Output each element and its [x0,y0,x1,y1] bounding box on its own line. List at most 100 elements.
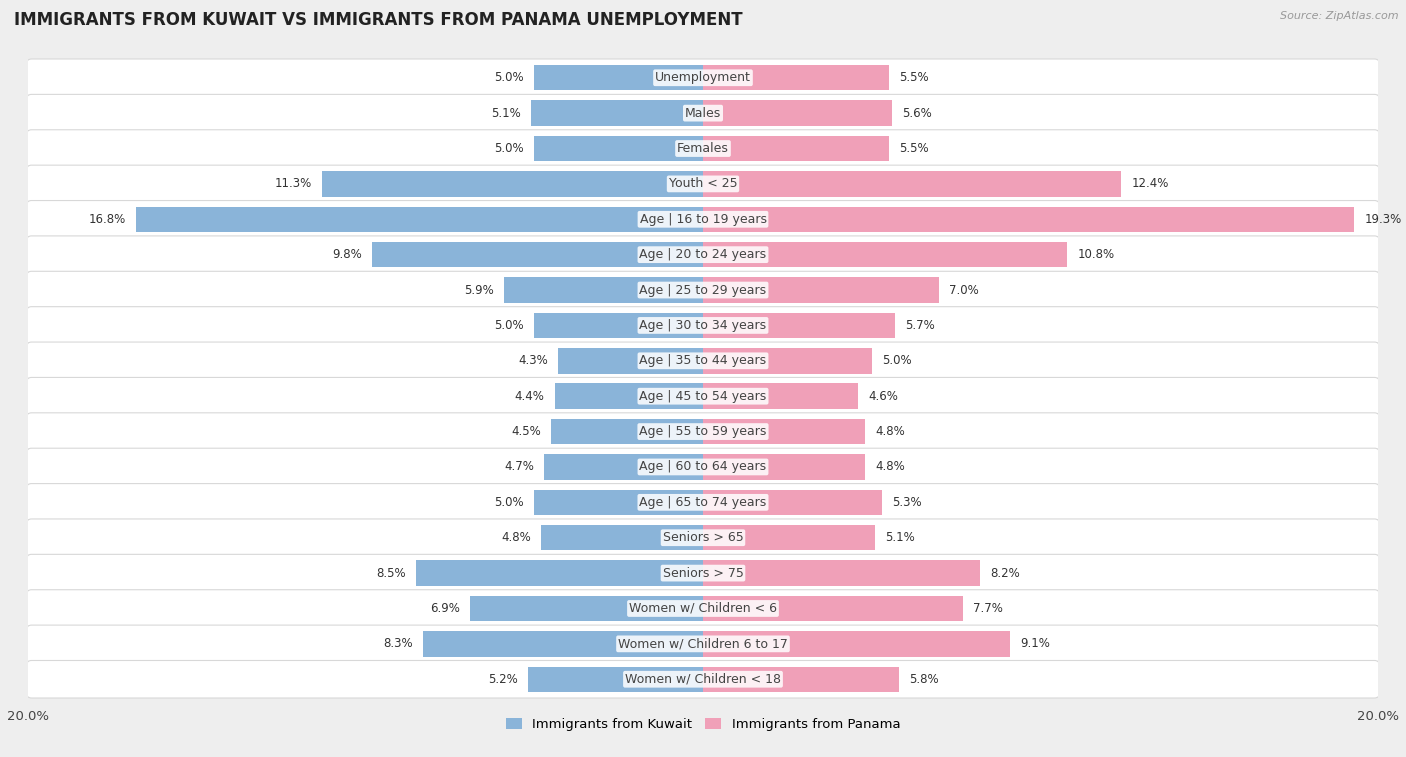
Text: Seniors > 75: Seniors > 75 [662,566,744,580]
Bar [703,560,980,586]
Bar [534,65,703,91]
Text: 5.5%: 5.5% [898,142,928,155]
Text: 5.9%: 5.9% [464,284,494,297]
Text: 10.8%: 10.8% [1077,248,1115,261]
Text: 7.7%: 7.7% [973,602,1002,615]
Bar [703,348,872,373]
Text: 4.7%: 4.7% [505,460,534,473]
Text: Age | 35 to 44 years: Age | 35 to 44 years [640,354,766,367]
Bar [703,596,963,621]
Bar [703,277,939,303]
Text: 5.1%: 5.1% [886,531,915,544]
Text: 16.8%: 16.8% [89,213,127,226]
FancyBboxPatch shape [27,165,1379,203]
Bar [136,207,703,232]
Text: Age | 55 to 59 years: Age | 55 to 59 years [640,425,766,438]
FancyBboxPatch shape [27,448,1379,486]
Text: 5.6%: 5.6% [903,107,932,120]
Text: Age | 16 to 19 years: Age | 16 to 19 years [640,213,766,226]
Bar [703,171,1122,197]
FancyBboxPatch shape [27,95,1379,132]
Bar [703,525,875,550]
Text: 5.0%: 5.0% [495,71,524,84]
Text: 5.0%: 5.0% [495,142,524,155]
Text: 4.4%: 4.4% [515,390,544,403]
Text: Age | 20 to 24 years: Age | 20 to 24 years [640,248,766,261]
Text: 19.3%: 19.3% [1364,213,1402,226]
Text: 8.5%: 8.5% [377,566,406,580]
Text: IMMIGRANTS FROM KUWAIT VS IMMIGRANTS FROM PANAMA UNEMPLOYMENT: IMMIGRANTS FROM KUWAIT VS IMMIGRANTS FRO… [14,11,742,30]
FancyBboxPatch shape [27,625,1379,662]
Bar [470,596,703,621]
Bar [503,277,703,303]
Bar [534,136,703,161]
Bar [558,348,703,373]
Legend: Immigrants from Kuwait, Immigrants from Panama: Immigrants from Kuwait, Immigrants from … [501,713,905,737]
Text: Unemployment: Unemployment [655,71,751,84]
Text: 4.6%: 4.6% [869,390,898,403]
Text: 8.3%: 8.3% [384,637,413,650]
Text: Youth < 25: Youth < 25 [669,177,737,191]
FancyBboxPatch shape [27,378,1379,415]
Text: 4.8%: 4.8% [875,425,905,438]
Text: Age | 30 to 34 years: Age | 30 to 34 years [640,319,766,332]
Bar [373,242,703,267]
Text: Women w/ Children < 18: Women w/ Children < 18 [626,673,780,686]
Text: 4.5%: 4.5% [512,425,541,438]
Bar [703,207,1354,232]
Text: Source: ZipAtlas.com: Source: ZipAtlas.com [1281,11,1399,21]
Bar [527,666,703,692]
Text: Age | 25 to 29 years: Age | 25 to 29 years [640,284,766,297]
Bar [534,490,703,515]
Text: 9.8%: 9.8% [332,248,363,261]
Text: 5.2%: 5.2% [488,673,517,686]
Bar [544,454,703,480]
Text: 5.0%: 5.0% [495,319,524,332]
Text: Age | 45 to 54 years: Age | 45 to 54 years [640,390,766,403]
Text: 4.3%: 4.3% [517,354,548,367]
Bar [703,313,896,338]
Bar [534,313,703,338]
Text: Women w/ Children < 6: Women w/ Children < 6 [628,602,778,615]
Bar [703,65,889,91]
Text: 9.1%: 9.1% [1021,637,1050,650]
Text: Age | 60 to 64 years: Age | 60 to 64 years [640,460,766,473]
Text: 5.5%: 5.5% [898,71,928,84]
Text: Women w/ Children 6 to 17: Women w/ Children 6 to 17 [619,637,787,650]
Bar [703,666,898,692]
Text: 4.8%: 4.8% [875,460,905,473]
Text: 5.7%: 5.7% [905,319,935,332]
Text: 5.8%: 5.8% [908,673,938,686]
FancyBboxPatch shape [27,413,1379,450]
Text: 6.9%: 6.9% [430,602,460,615]
Text: Males: Males [685,107,721,120]
FancyBboxPatch shape [27,342,1379,379]
FancyBboxPatch shape [27,201,1379,238]
FancyBboxPatch shape [27,307,1379,344]
Text: 5.3%: 5.3% [891,496,921,509]
FancyBboxPatch shape [27,59,1379,96]
FancyBboxPatch shape [27,271,1379,309]
Text: 7.0%: 7.0% [949,284,979,297]
Bar [703,490,882,515]
Text: 11.3%: 11.3% [274,177,312,191]
Bar [703,136,889,161]
FancyBboxPatch shape [27,129,1379,167]
FancyBboxPatch shape [27,519,1379,556]
Bar [322,171,703,197]
FancyBboxPatch shape [27,236,1379,273]
Bar [416,560,703,586]
Bar [703,631,1010,656]
Bar [703,419,865,444]
FancyBboxPatch shape [27,590,1379,628]
Text: 4.8%: 4.8% [501,531,531,544]
Bar [423,631,703,656]
Bar [703,242,1067,267]
FancyBboxPatch shape [27,661,1379,698]
Bar [541,525,703,550]
Bar [703,454,865,480]
Bar [551,419,703,444]
Text: Females: Females [678,142,728,155]
FancyBboxPatch shape [27,484,1379,521]
FancyBboxPatch shape [27,554,1379,592]
